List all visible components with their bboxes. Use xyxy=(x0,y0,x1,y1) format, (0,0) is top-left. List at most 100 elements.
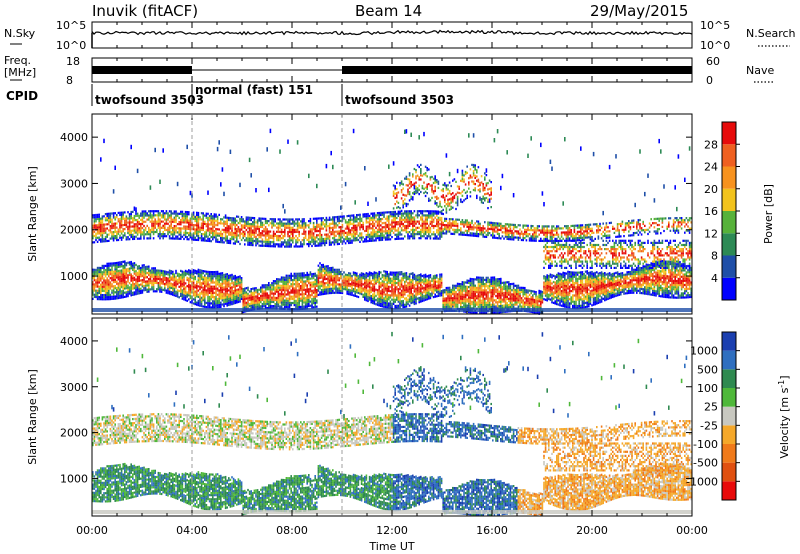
heat-cell xyxy=(368,227,371,230)
heat-cell xyxy=(351,235,353,238)
heat-cell xyxy=(208,295,211,299)
heat-cell xyxy=(186,211,188,214)
heat-cell xyxy=(344,284,347,287)
heat-cell xyxy=(296,301,299,304)
heat-cell xyxy=(245,239,248,242)
heat-cell xyxy=(240,289,243,292)
heat-cell xyxy=(314,240,316,243)
heat-cell xyxy=(292,291,294,294)
heat-cell xyxy=(112,212,115,215)
heat-cell xyxy=(400,233,403,236)
heat-cell xyxy=(391,292,393,295)
heat-cell xyxy=(229,227,232,230)
heat-cell xyxy=(372,235,374,238)
heat-cell xyxy=(324,237,326,240)
heat-cell xyxy=(336,289,339,292)
heat-cell xyxy=(148,226,150,229)
heat-cell xyxy=(260,299,262,302)
heat-cell xyxy=(263,298,265,301)
heat-cell xyxy=(183,279,185,282)
heat-cell xyxy=(165,283,168,286)
heat-cell xyxy=(221,284,224,287)
heat-cell xyxy=(336,270,339,273)
heat-cell xyxy=(396,235,398,238)
heat-cell xyxy=(239,242,241,246)
heat-cell xyxy=(154,214,156,217)
heat-cell xyxy=(109,214,112,217)
heat-cell xyxy=(368,292,371,295)
heat-cell xyxy=(216,222,219,225)
heat-cell xyxy=(408,277,411,280)
heat-cell xyxy=(410,218,412,221)
heat-cell xyxy=(112,233,115,236)
heat-cell xyxy=(391,284,393,287)
heat-cell xyxy=(412,173,414,176)
heat-cell xyxy=(112,226,115,229)
heat-cell xyxy=(106,298,108,301)
heat-cell xyxy=(365,278,368,281)
heat-cell xyxy=(372,272,374,275)
heat-cell xyxy=(336,218,339,221)
heat-cell xyxy=(314,228,316,231)
heat-cell xyxy=(328,292,331,295)
heat-cell xyxy=(160,286,163,289)
heat-cell xyxy=(340,283,342,286)
heat-cell xyxy=(383,293,385,296)
heat-cell xyxy=(247,241,249,244)
heat-cell xyxy=(418,165,420,169)
heat-cell xyxy=(348,274,350,277)
heat-cell xyxy=(370,272,372,275)
heat-cell xyxy=(234,283,236,286)
heat-cell xyxy=(234,232,236,235)
heat-cell xyxy=(200,212,203,215)
heat-cell xyxy=(335,283,337,286)
heat-cell xyxy=(421,214,424,217)
heat-cell xyxy=(144,286,147,289)
heat-cell xyxy=(287,291,289,294)
heat-cell xyxy=(172,235,174,238)
heat-cell xyxy=(418,210,420,213)
heat-cell xyxy=(173,227,176,230)
heat-cell xyxy=(346,273,348,277)
heat-cell xyxy=(125,287,128,290)
heat-cell xyxy=(405,212,408,215)
heat-cell xyxy=(112,281,115,284)
heat-cell xyxy=(248,241,251,244)
heat-cell xyxy=(309,271,312,274)
heat-cell xyxy=(188,238,190,241)
heat-cell xyxy=(375,214,377,217)
heat-cell xyxy=(428,224,430,227)
heat-cell xyxy=(229,297,232,300)
heat-cell xyxy=(202,214,204,217)
heat-cell xyxy=(93,293,96,296)
heat-cell xyxy=(108,214,110,217)
heat-cell xyxy=(172,293,174,296)
heat-cell xyxy=(120,211,123,214)
heat-cell xyxy=(421,230,424,234)
heat-cell xyxy=(322,223,324,226)
heat-cell xyxy=(268,284,270,287)
heat-cell xyxy=(364,292,366,295)
heat-cell xyxy=(335,272,337,276)
heat-cell xyxy=(253,229,256,232)
heat-cell xyxy=(368,286,371,289)
heat-cell xyxy=(352,220,355,223)
heat-cell xyxy=(303,220,305,223)
heat-cell xyxy=(156,281,158,285)
heat-cell xyxy=(324,271,326,274)
heat-cell xyxy=(208,283,211,286)
heat-cell xyxy=(143,214,145,217)
heat-cell xyxy=(192,273,195,276)
heat-cell xyxy=(234,301,236,305)
heat-cell xyxy=(210,229,212,232)
heat-cell xyxy=(250,300,252,303)
heat-cell xyxy=(413,182,416,185)
heat-cell xyxy=(312,234,315,237)
heat-cell xyxy=(269,245,272,248)
heat-cell xyxy=(122,213,124,216)
heat-cell xyxy=(397,288,400,291)
heat-cell xyxy=(276,284,278,287)
heat-cell xyxy=(237,240,240,243)
heat-cell xyxy=(176,272,179,275)
heat-cell xyxy=(325,282,328,285)
